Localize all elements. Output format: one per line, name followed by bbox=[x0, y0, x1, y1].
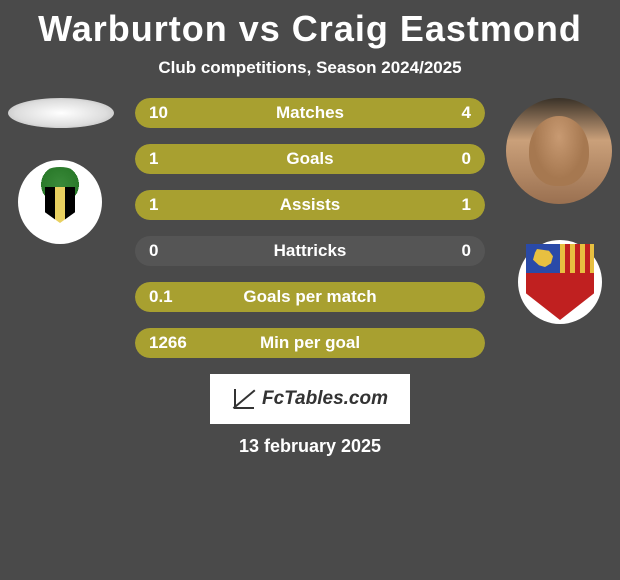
page-title: Warburton vs Craig Eastmond bbox=[0, 8, 620, 50]
stat-row: 00Hattricks bbox=[135, 236, 485, 266]
stat-row: 11Assists bbox=[135, 190, 485, 220]
stat-label: Assists bbox=[135, 190, 485, 220]
chart-icon bbox=[232, 387, 256, 411]
logo-text: FcTables.com bbox=[262, 388, 388, 410]
club-right-badge bbox=[518, 240, 602, 324]
stat-row: 0.1Goals per match bbox=[135, 282, 485, 312]
date-text: 13 february 2025 bbox=[0, 436, 620, 457]
stat-row: 10Goals bbox=[135, 144, 485, 174]
player-left-avatar bbox=[8, 98, 114, 128]
club-left-badge bbox=[18, 160, 102, 244]
stat-label: Goals per match bbox=[135, 282, 485, 312]
stat-label: Goals bbox=[135, 144, 485, 174]
player-right-avatar bbox=[506, 98, 612, 204]
stat-label: Matches bbox=[135, 98, 485, 128]
stat-label: Min per goal bbox=[135, 328, 485, 358]
fctables-logo: FcTables.com bbox=[210, 374, 410, 424]
stats-area: 104Matches 10Goals 11Assists 00Hattricks 0.1… bbox=[0, 98, 620, 358]
stat-row: 104Matches bbox=[135, 98, 485, 128]
stat-row: 1266Min per goal bbox=[135, 328, 485, 358]
subtitle: Club competitions, Season 2024/2025 bbox=[0, 58, 620, 78]
stat-label: Hattricks bbox=[135, 236, 485, 266]
